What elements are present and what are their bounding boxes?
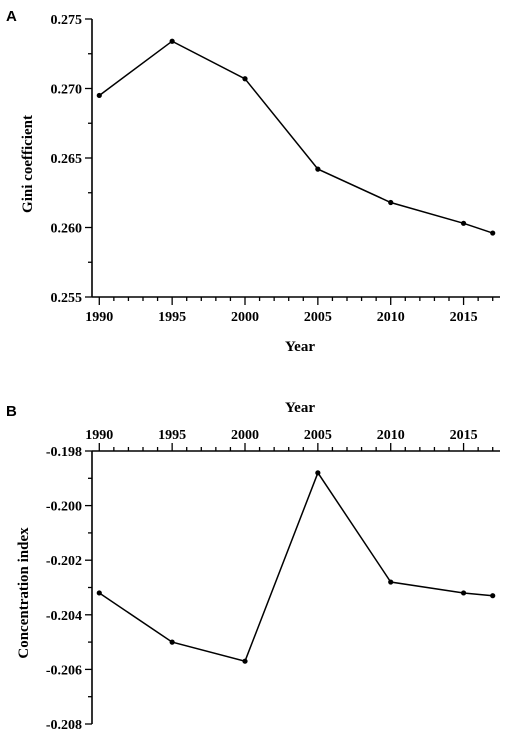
panel-a-x-tick-label: 2010 [377,310,405,325]
panel-a-letter: A [6,8,17,25]
panel-a-series-line [98,40,493,234]
panel-a-y-tick-label: 0.270 [51,83,83,98]
panel-b-y-tick-label: -0.208 [46,718,82,733]
panel-a-x-tick-label: 2000 [231,310,259,325]
panel-b-series-line [98,471,493,663]
panel-b-x-tick-label: 2010 [377,428,405,443]
panel-a-y-axis-title: Gini coefficient [20,115,36,213]
panel-a-data-point [460,220,467,226]
panel-b-x-axis-title: Year [285,400,315,416]
panel-b-x-tick-label: 2000 [231,428,259,443]
panel-a-data-point [242,76,248,82]
panel-a-y-tick-label: 0.260 [51,222,83,237]
panel-a-x-tick-label: 1990 [85,310,113,325]
panel-b-y-tick-label: -0.198 [46,445,82,460]
panel-a-y-tick-label: 0.275 [51,13,83,28]
panel-b-data-point [315,470,321,476]
panel-a-data-point [96,92,102,99]
panel-b-x-tick-label: 2015 [450,428,478,443]
panel-a-data-point [490,230,496,236]
panel-b-data-point [460,590,467,596]
panel-b-data-point [242,658,248,664]
panel-a-x-tick-label: 2005 [304,310,332,325]
panel-b-data-point [388,579,394,585]
panel-b-letter: B [6,403,17,420]
panel-a-data-point [315,166,321,172]
panel-b-data-point [96,590,102,596]
panel-a-y-tick-label: 0.265 [51,152,83,167]
panel-a-y-tick-label: 0.255 [51,291,83,306]
panel-b-x-tick-label: 1990 [85,428,113,443]
panel-a-data-point [169,38,175,44]
panel-b-y-axis-title: Concentration index [16,527,32,659]
panel-a-x-tick-label: 2015 [450,310,478,325]
panel-b-data-point [490,593,496,599]
panel-b-x-tick-label: 1995 [158,428,186,443]
panel-b-data-point [169,639,175,645]
panel-b-y-tick-label: -0.202 [46,554,82,569]
panel-a-data-point [388,199,394,206]
panel-b-y-tick-label: -0.200 [46,500,82,515]
panel-b: B Year Concentration index -0.198 -0.200 -… [6,400,500,733]
panel-a-x-axis-title: Year [285,339,315,355]
panel-a-x-tick-label: 1995 [158,310,186,325]
panel-a: A Gini coefficient Year 0.275 0.270 0.265 0… [6,8,500,355]
panel-b-y-tick-label: -0.206 [46,663,82,678]
panel-b-y-tick-label: -0.204 [46,609,82,624]
panel-b-x-tick-label: 2005 [304,428,332,443]
